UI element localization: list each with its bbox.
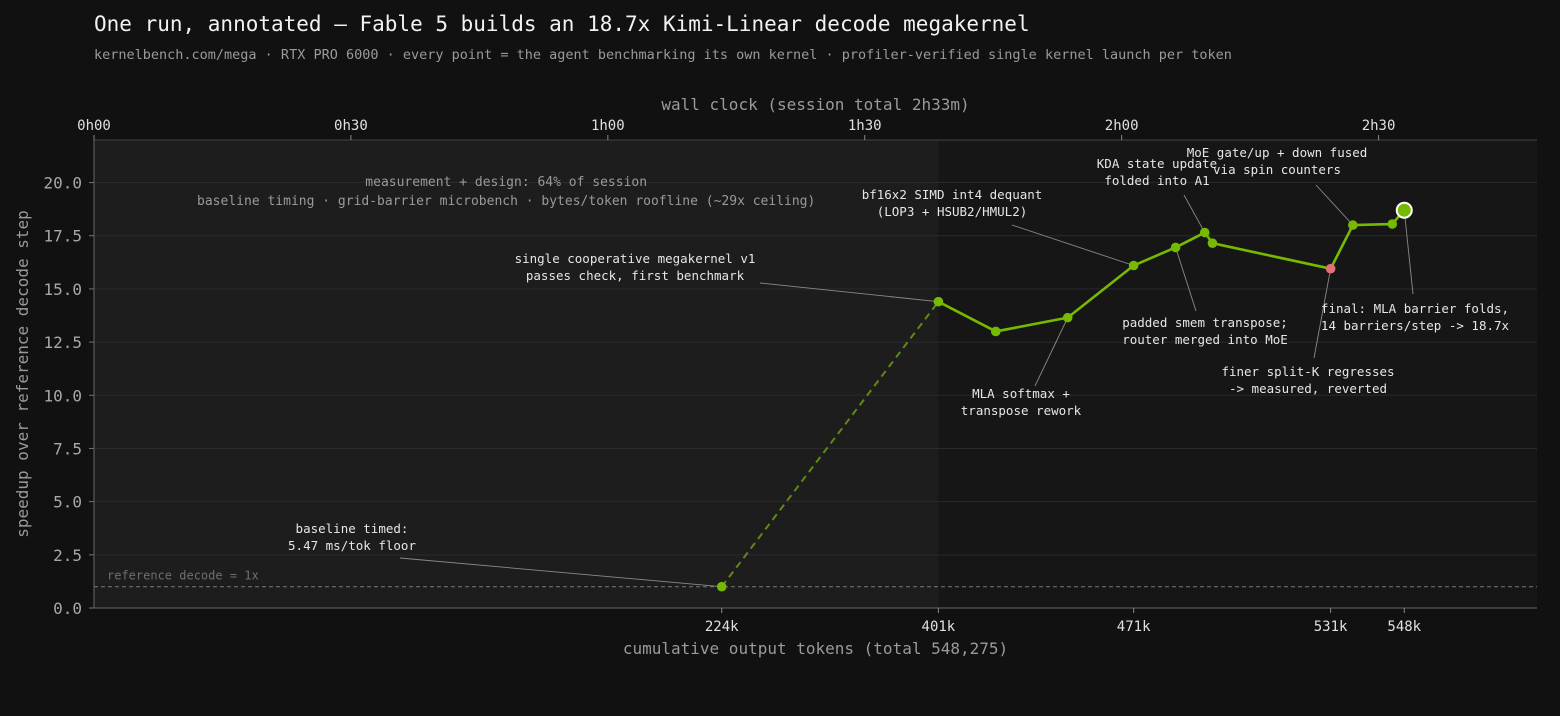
y-tick-label: 7.5 xyxy=(53,439,82,458)
y-tick-label: 0.0 xyxy=(53,599,82,618)
top-axis-label: wall clock (session total 2h33m) xyxy=(661,95,969,114)
shaded-region-sublabel: baseline timing · grid-barrier microbenc… xyxy=(197,194,815,209)
annotation-text: finer split-K regresses xyxy=(1221,364,1394,379)
top-tick-label: 1h30 xyxy=(848,118,882,134)
y-tick-label: 20.0 xyxy=(43,174,82,193)
top-tick-label: 0h30 xyxy=(334,118,368,134)
annotation-text: MLA softmax + xyxy=(972,386,1070,401)
annotation-text: router merged into MoE xyxy=(1122,332,1288,347)
annotation-leader xyxy=(1403,210,1414,295)
annotation-text: via spin counters xyxy=(1213,162,1341,177)
annotation-text: (LOP3 + HSUB2/HMUL2) xyxy=(877,204,1028,219)
x-tick-label: 531k xyxy=(1314,619,1348,635)
annotation-leader xyxy=(1313,268,1332,359)
data-point xyxy=(1387,219,1398,229)
y-tick-label: 2.5 xyxy=(53,546,82,565)
x-tick-label: 401k xyxy=(922,619,956,635)
annotation-text: -> measured, reverted xyxy=(1229,381,1387,396)
data-point xyxy=(716,581,727,592)
chart-subtitle: kernelbench.com/mega · RTX PRO 6000 · ev… xyxy=(94,47,1232,63)
annotation-text: final: MLA barrier folds, xyxy=(1321,301,1509,316)
y-tick-label: 5.0 xyxy=(53,493,82,512)
annotation-text: KDA state update xyxy=(1097,156,1217,171)
x-tick-label: 548k xyxy=(1387,619,1421,635)
top-tick-label: 2h00 xyxy=(1105,118,1139,134)
annotation-text: single cooperative megakernel v1 xyxy=(515,251,756,266)
x-tick-label: 224k xyxy=(705,619,739,635)
annotation-text: padded smem transpose; xyxy=(1122,315,1288,330)
y-tick-label: 17.5 xyxy=(43,227,82,246)
y-tick-label: 10.0 xyxy=(43,386,82,405)
chart-title: One run, annotated — Fable 5 builds an 1… xyxy=(94,12,1030,36)
top-tick-label: 2h30 xyxy=(1362,118,1396,134)
annotation-leader xyxy=(1011,224,1134,266)
regression-data-point xyxy=(1325,263,1336,274)
annotation-text: MoE gate/up + down fused xyxy=(1187,145,1368,160)
annotation-text: passes check, first benchmark xyxy=(526,268,745,283)
y-tick-label: 12.5 xyxy=(43,333,82,352)
annotation-text: bf16x2 SIMD int4 dequant xyxy=(862,187,1043,202)
annotation-text: transpose rework xyxy=(961,403,1082,418)
annotation-leader xyxy=(1175,247,1197,312)
x-tick-label: 471k xyxy=(1117,619,1151,635)
annotation-text: 14 barriers/step -> 18.7x xyxy=(1321,318,1510,333)
annotation-text: folded into A1 xyxy=(1104,173,1209,188)
top-tick-label: 0h00 xyxy=(77,118,111,134)
data-point xyxy=(1128,260,1139,271)
shaded-design-region xyxy=(94,140,939,608)
data-point xyxy=(1062,312,1073,323)
data-point xyxy=(1207,238,1218,248)
annotation-leader xyxy=(1315,184,1354,226)
annotation-leader xyxy=(399,557,722,588)
data-point xyxy=(990,326,1001,337)
x-axis-label: cumulative output tokens (total 548,275) xyxy=(623,639,1008,658)
data-point xyxy=(933,296,944,307)
annotation-leader xyxy=(1183,194,1206,233)
data-point xyxy=(1348,220,1358,230)
annotation-leader xyxy=(1034,317,1069,387)
top-tick-label: 1h00 xyxy=(591,118,625,134)
annotation-leader xyxy=(759,282,939,303)
final-data-point xyxy=(1395,201,1413,219)
data-point xyxy=(1199,227,1210,238)
y-axis-label: speedup over reference decode step xyxy=(13,210,32,538)
shaded-region-label: measurement + design: 64% of session xyxy=(365,175,647,190)
annotation-text: baseline timed: xyxy=(296,521,409,536)
annotation-text: 5.47 ms/tok floor xyxy=(288,538,416,553)
y-tick-label: 15.0 xyxy=(43,280,82,299)
data-point xyxy=(1170,242,1181,253)
reference-line-label: reference decode = 1x xyxy=(107,569,259,583)
